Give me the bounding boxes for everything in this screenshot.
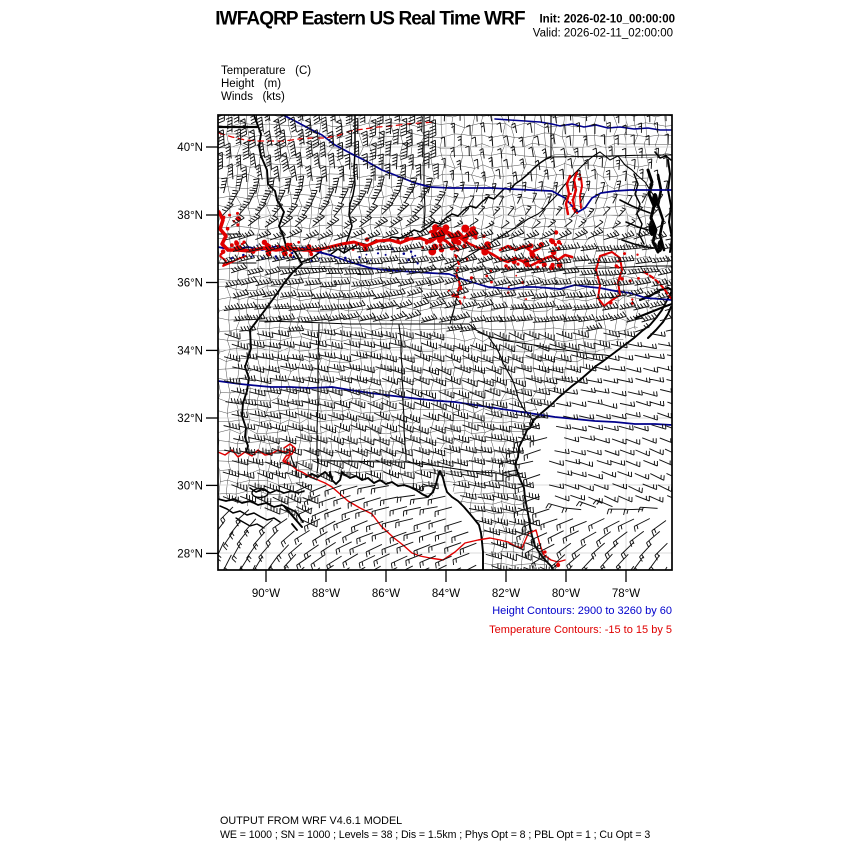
svg-text:82°W: 82°W xyxy=(492,588,520,600)
svg-text:28°N: 28°N xyxy=(177,548,203,560)
svg-text:IWFAQRP Eastern US Real Time W: IWFAQRP Eastern US Real Time WRF xyxy=(215,9,525,30)
svg-text:32°N: 32°N xyxy=(177,413,203,425)
svg-text:Valid: 2026-02-11_02:00:00: Valid: 2026-02-11_02:00:00 xyxy=(533,28,673,40)
svg-text:84°W: 84°W xyxy=(432,588,460,600)
svg-text:Height (m): Height (m) xyxy=(221,78,281,90)
svg-text:86°W: 86°W xyxy=(372,588,400,600)
svg-text:88°W: 88°W xyxy=(312,588,340,600)
svg-text:80°W: 80°W xyxy=(552,588,580,600)
svg-text:OUTPUT FROM WRF V4.6.1 MODEL: OUTPUT FROM WRF V4.6.1 MODEL xyxy=(220,815,402,827)
svg-text:WE = 1000 ; SN = 1000 ; Levels: WE = 1000 ; SN = 1000 ; Levels = 38 ; Di… xyxy=(220,829,650,841)
svg-text:34°N: 34°N xyxy=(177,345,203,357)
svg-text:30°N: 30°N xyxy=(177,480,203,492)
svg-text:78°W: 78°W xyxy=(612,588,640,600)
svg-text:Temperature (C): Temperature (C) xyxy=(221,65,311,77)
svg-text:90°W: 90°W xyxy=(252,588,280,600)
svg-text:Temperature Contours: -15 to 1: Temperature Contours: -15 to 15 by 5 xyxy=(489,624,672,636)
svg-text:38°N: 38°N xyxy=(177,210,203,222)
svg-text:40°N: 40°N xyxy=(177,142,203,154)
svg-text:Init: 2026-02-10_00:00:00: Init: 2026-02-10_00:00:00 xyxy=(539,14,675,26)
svg-text:Winds (kts): Winds (kts) xyxy=(221,91,285,103)
svg-text:Height Contours: 2900 to 3260: Height Contours: 2900 to 3260 by 60 xyxy=(492,605,672,617)
svg-text:36°N: 36°N xyxy=(177,278,203,290)
